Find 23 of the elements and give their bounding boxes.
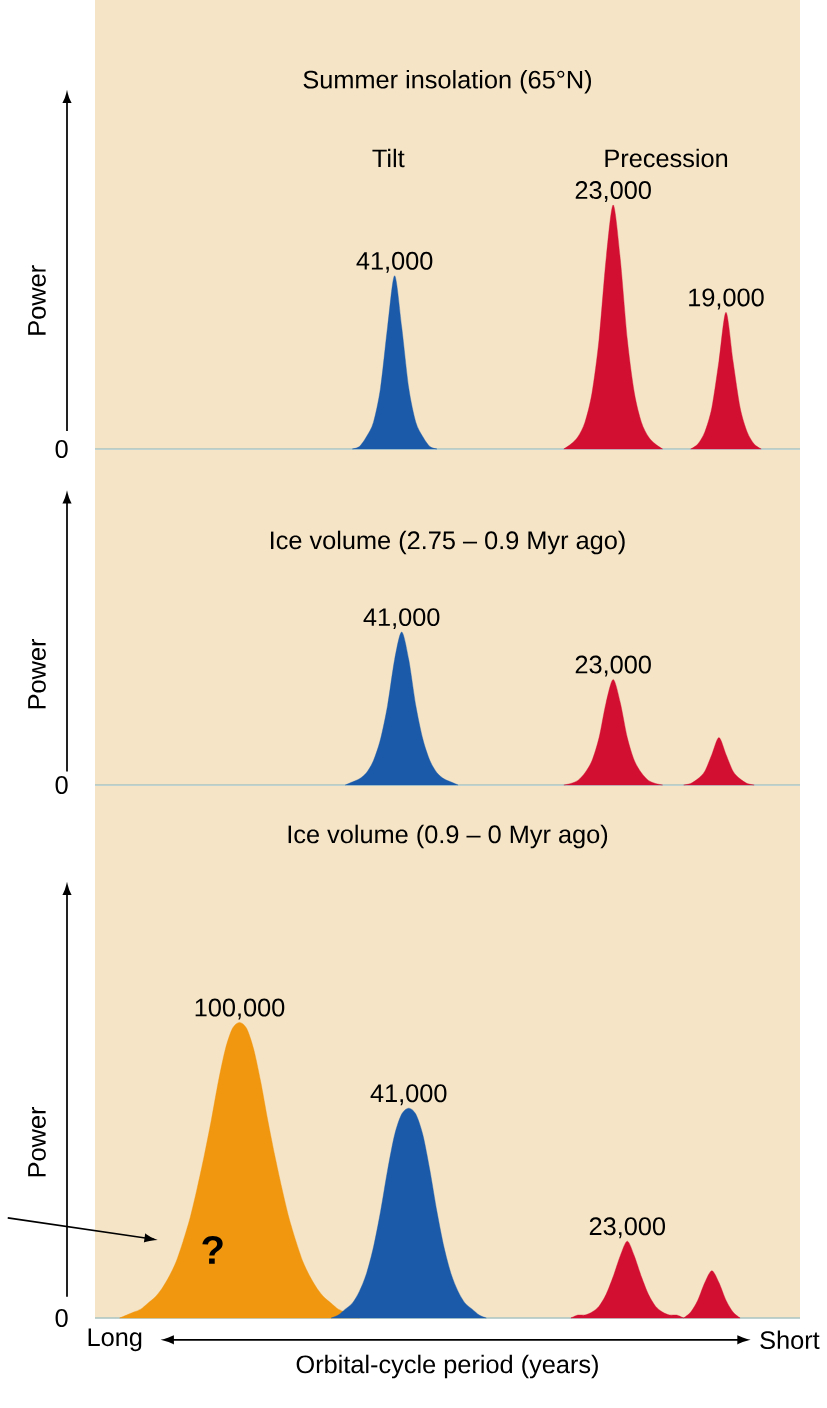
chart-title: Summer insolation (65°N) (303, 69, 592, 94)
y-axis-title: Power (28, 638, 46, 709)
x-axis-title: Orbital-cycle period (years) (296, 1354, 598, 1379)
series-label: 41,000 (356, 251, 433, 273)
text: Tilt (372, 148, 405, 168)
series-label: 23,000 (589, 1217, 666, 1239)
series-label: 23,000 (575, 655, 651, 677)
text: 0 (55, 1309, 68, 1327)
annotation: ? (202, 1235, 223, 1264)
text: 0 (55, 440, 68, 458)
y-axis-title: Power (28, 265, 46, 335)
series-label: 100,000 (195, 998, 285, 1020)
text: Long (88, 1328, 142, 1352)
chart-title: Ice volume (0.9 – 0 Myr ago) (288, 824, 608, 849)
series-label: 41,000 (370, 1084, 447, 1106)
text: Short (760, 1330, 820, 1350)
chart-title: Ice volume (2.75 – 0.9 Myr ago) (271, 530, 625, 555)
series-label: 41,000 (363, 608, 440, 630)
series-label: 23,000 (575, 181, 651, 203)
text: 0 (55, 776, 68, 794)
text: Precession (605, 148, 728, 168)
series-label: 19,000 (689, 288, 764, 310)
y-axis-title: Power (28, 1106, 46, 1177)
